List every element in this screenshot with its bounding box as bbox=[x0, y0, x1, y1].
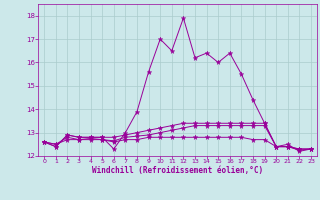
X-axis label: Windchill (Refroidissement éolien,°C): Windchill (Refroidissement éolien,°C) bbox=[92, 166, 263, 175]
